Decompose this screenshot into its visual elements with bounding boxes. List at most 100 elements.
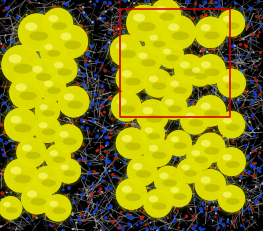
Ellipse shape [204, 110, 220, 118]
Point [164, 129, 168, 133]
Point [9, 157, 13, 161]
Point [93, 120, 98, 124]
Point [184, 90, 188, 94]
Point [205, 137, 210, 140]
Ellipse shape [121, 0, 169, 47]
Point [229, 3, 233, 7]
Point [220, 74, 224, 78]
Point [220, 70, 224, 74]
Point [246, 155, 250, 159]
Point [207, 109, 211, 113]
Point [40, 24, 44, 27]
Point [110, 117, 114, 121]
Point [81, 124, 85, 127]
Point [180, 106, 184, 110]
Point [175, 209, 180, 212]
Point [121, 25, 125, 28]
Point [99, 227, 103, 231]
Point [253, 78, 257, 82]
Point [239, 65, 243, 69]
Point [182, 73, 186, 76]
Point [186, 102, 190, 106]
Point [1, 0, 5, 3]
Point [138, 168, 143, 172]
Ellipse shape [159, 173, 169, 179]
Point [165, 154, 170, 158]
Point [105, 156, 110, 160]
Ellipse shape [152, 164, 185, 197]
Point [53, 160, 58, 164]
Ellipse shape [122, 151, 162, 191]
Point [235, 56, 240, 60]
Point [80, 118, 84, 122]
Point [122, 193, 126, 197]
Point [13, 85, 18, 89]
Point [38, 132, 42, 135]
Ellipse shape [124, 153, 160, 188]
Ellipse shape [39, 104, 48, 110]
Point [222, 61, 226, 65]
Ellipse shape [136, 118, 169, 150]
Point [18, 100, 23, 104]
Point [203, 157, 207, 161]
Point [246, 188, 250, 191]
Ellipse shape [218, 9, 245, 37]
Point [126, 24, 130, 27]
Ellipse shape [0, 194, 24, 222]
Point [138, 3, 142, 7]
Point [146, 1, 151, 4]
Point [121, 30, 125, 34]
Point [181, 58, 185, 62]
Point [124, 124, 128, 127]
Point [127, 0, 131, 3]
Point [58, 206, 63, 210]
Point [179, 156, 183, 160]
Ellipse shape [28, 161, 66, 199]
Point [89, 94, 94, 98]
Point [258, 51, 262, 55]
Point [198, 15, 202, 19]
Point [223, 2, 227, 5]
Point [59, 87, 63, 91]
Point [162, 129, 166, 132]
Point [148, 55, 152, 59]
Point [138, 98, 143, 101]
Point [135, 19, 140, 22]
Point [244, 90, 248, 94]
Point [162, 151, 166, 155]
Point [227, 186, 232, 190]
Point [119, 26, 123, 30]
Point [220, 170, 224, 173]
Point [239, 53, 244, 57]
Point [214, 0, 218, 4]
Point [243, 199, 247, 203]
Point [89, 193, 94, 197]
Point [104, 187, 108, 191]
Point [104, 136, 108, 139]
Point [165, 31, 169, 35]
Point [91, 185, 95, 188]
Point [192, 35, 196, 39]
Point [145, 228, 149, 231]
Point [156, 160, 161, 163]
Point [239, 224, 243, 227]
Ellipse shape [173, 87, 187, 94]
Point [175, 143, 179, 147]
Ellipse shape [217, 69, 246, 98]
Point [68, 42, 72, 46]
Point [24, 13, 29, 17]
Point [217, 154, 221, 158]
Ellipse shape [39, 38, 66, 64]
Point [63, 67, 67, 71]
Point [103, 16, 107, 20]
Point [166, 216, 170, 219]
Ellipse shape [27, 190, 37, 198]
Point [132, 33, 136, 37]
Ellipse shape [195, 169, 226, 201]
Point [196, 47, 200, 51]
Point [255, 82, 259, 86]
Point [24, 43, 29, 46]
Point [206, 126, 210, 130]
Point [34, 47, 38, 50]
Point [58, 40, 62, 43]
